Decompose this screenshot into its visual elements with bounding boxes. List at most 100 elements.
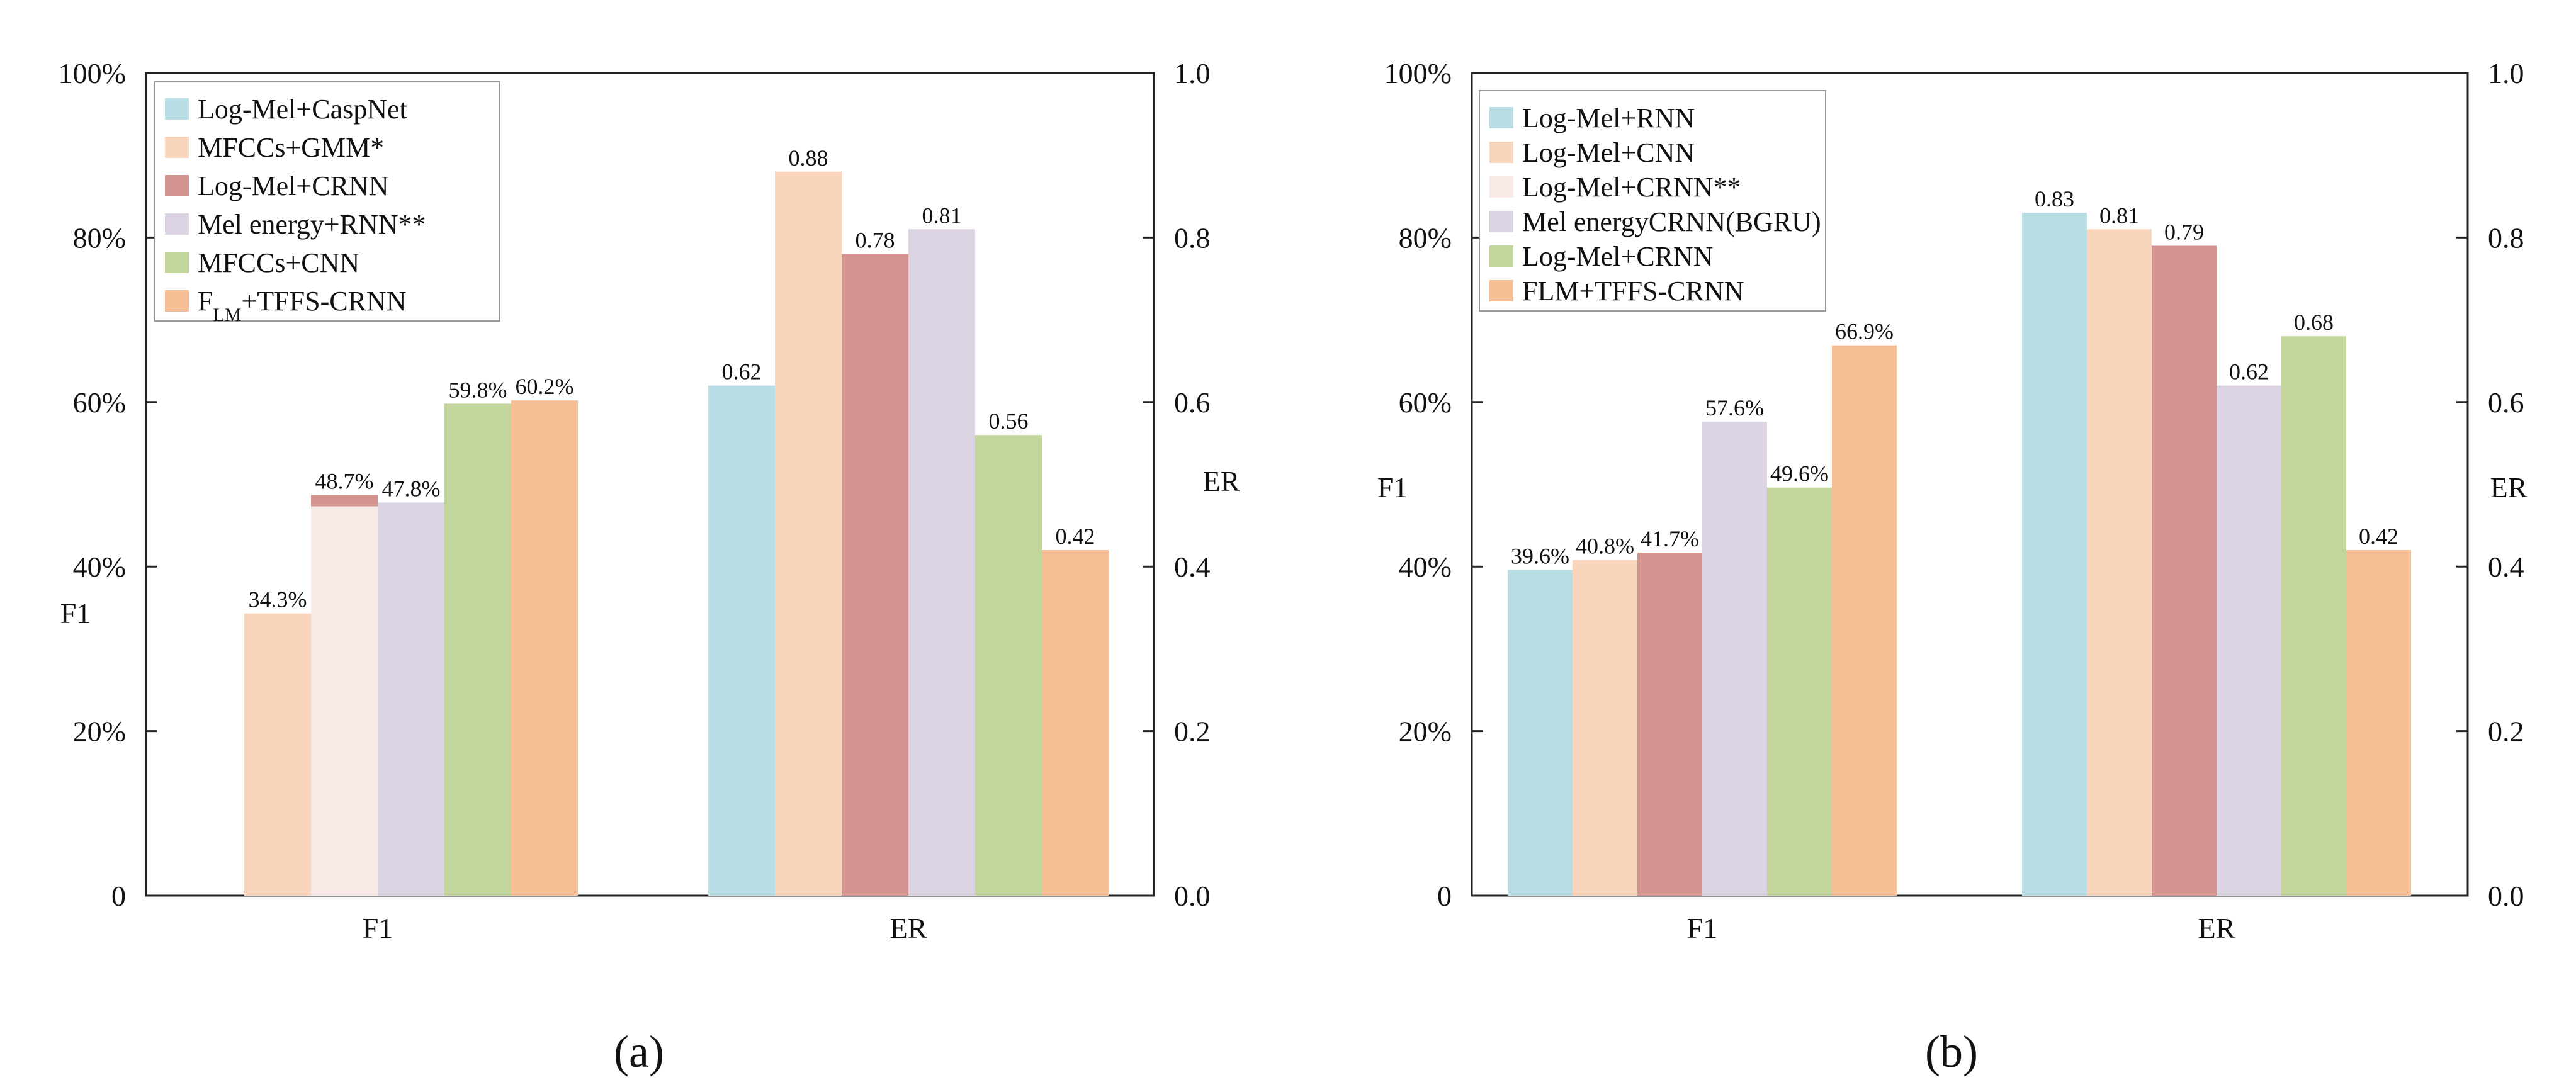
legend-box [1479,90,1826,312]
legend-entry: Log-Mel+CRNN [198,171,388,201]
bar-f1 [1637,552,1702,896]
panel-label-b: (b) [1925,1027,1978,1077]
bar-f1 [1702,422,1767,896]
bar-er [908,229,975,896]
right-tick-label: 0.8 [1174,222,1211,254]
bar-er [2022,213,2087,896]
bar-f1 [1832,345,1897,896]
bar-er [2087,229,2152,896]
right-tick-label: 0.4 [2488,551,2524,583]
bar-f1 [244,613,311,896]
legend-swatch [1489,211,1513,232]
right-tick-label: 0.0 [2488,880,2524,912]
legend-swatch [165,213,189,235]
left-tick-label: 100% [1384,57,1452,89]
right-tick-label: 0.6 [1174,386,1211,419]
right-tick-label: 0.6 [2488,386,2524,419]
bar-er [2281,336,2346,896]
plot-frame [145,72,1155,897]
bar-f1 [444,403,511,896]
plot-frame [1471,72,2469,897]
legend-entry: Log-Mel+CRNN [1522,241,1713,272]
data-label-er: 0.62 [2229,359,2269,385]
legend-entry: FLM+TFFS-CRNN [198,286,407,325]
legend-swatch [165,252,189,273]
legend-swatch [1489,176,1513,198]
data-label-f1: 40.8% [1576,534,1634,559]
bar-er [975,435,1042,896]
data-label-f1: 34.3% [249,587,307,612]
left-tick-label: 80% [73,222,126,254]
right-tick-label: 1.0 [2488,57,2524,89]
data-label-f1: 57.6% [1705,395,1764,420]
left-tick-label: 40% [1399,551,1452,583]
right-tick-label: 0.2 [1174,716,1211,748]
right-tick-label: 0.0 [1174,880,1211,912]
bar-f1 [1573,560,1637,896]
legend-box [154,81,500,322]
legend-swatch [165,175,189,196]
right-tick-label: 1.0 [1174,57,1211,89]
panel-label-a: (a) [614,1027,664,1077]
bar-f1 [378,502,444,896]
bar-er [775,171,842,896]
left-axis-title: F1 [1377,471,1408,504]
category-label: F1 [1687,912,1718,944]
legend-swatch [165,137,189,158]
data-label-er: 0.81 [922,203,962,228]
bar-er [708,385,775,896]
left-tick-label: 20% [73,716,126,748]
category-label: ER [2198,912,2235,944]
bar-er [2152,245,2217,896]
left-tick-label: 40% [73,551,126,583]
left-tick-label: 0 [1437,880,1452,912]
legend-swatch [1489,107,1513,128]
right-axis-title: ER [2490,471,2528,504]
legend-swatch [165,290,189,312]
data-label-er: 0.62 [722,359,762,385]
bar-er [2217,385,2281,896]
left-tick-label: 80% [1399,222,1452,254]
legend-entry: Mel energyCRNN(BGRU) [1522,206,1821,237]
legend-entry: FLM+TFFS-CRNN [1522,276,1744,307]
data-label-f1: 59.8% [449,377,507,402]
legend-swatch [1489,142,1513,163]
left-tick-label: 100% [59,57,126,89]
data-label-er: 0.42 [1056,524,1095,549]
legend-entry: MFCCs+GMM* [198,132,384,163]
bar-f1 [1767,487,1832,896]
data-label-er: 0.68 [2294,310,2334,335]
legend-entry: Log-Mel+RNN [1522,103,1695,133]
data-label-er: 0.88 [789,145,828,171]
data-label-er: 0.78 [856,228,895,253]
bar-f1 [311,495,378,896]
category-label: ER [890,912,927,944]
data-label-f1: 48.7% [315,468,374,493]
right-tick-label: 0.4 [1174,551,1211,583]
data-label-er: 0.83 [2035,186,2074,211]
data-label-er: 0.81 [2099,203,2139,228]
data-label-er: 0.42 [2359,524,2398,549]
bar-f1 [511,400,578,896]
bar-f1-cap [311,495,378,507]
bar-er [2346,550,2411,896]
right-tick-label: 0.2 [2488,716,2524,748]
legend-entry: Log-Mel+CRNN** [1522,172,1741,203]
legend-entry: Log-Mel+CNN [1522,137,1695,168]
legend-swatch [165,98,189,120]
data-label-f1: 39.6% [1511,543,1569,568]
data-label-er: 0.56 [989,408,1029,434]
left-tick-label: 20% [1399,716,1452,748]
data-label-f1: 41.7% [1641,526,1699,551]
legend-entry: Log-Mel+CaspNet [198,94,407,125]
left-axis-title: F1 [60,597,91,629]
bar-er [842,254,908,896]
legend-entry: MFCCs+CNN [198,247,359,278]
data-label-f1: 66.9% [1835,319,1894,344]
left-tick-label: 0 [111,880,126,912]
left-tick-label: 60% [73,386,126,419]
data-label-f1: 60.2% [516,374,574,399]
data-label-er: 0.79 [2164,219,2204,244]
chart-panel-b: 0 20% 40% 60% 80% 100% 0.0 0.2 0.4 0.6 0.8 1.0 F1 ER F… [1377,57,2528,944]
